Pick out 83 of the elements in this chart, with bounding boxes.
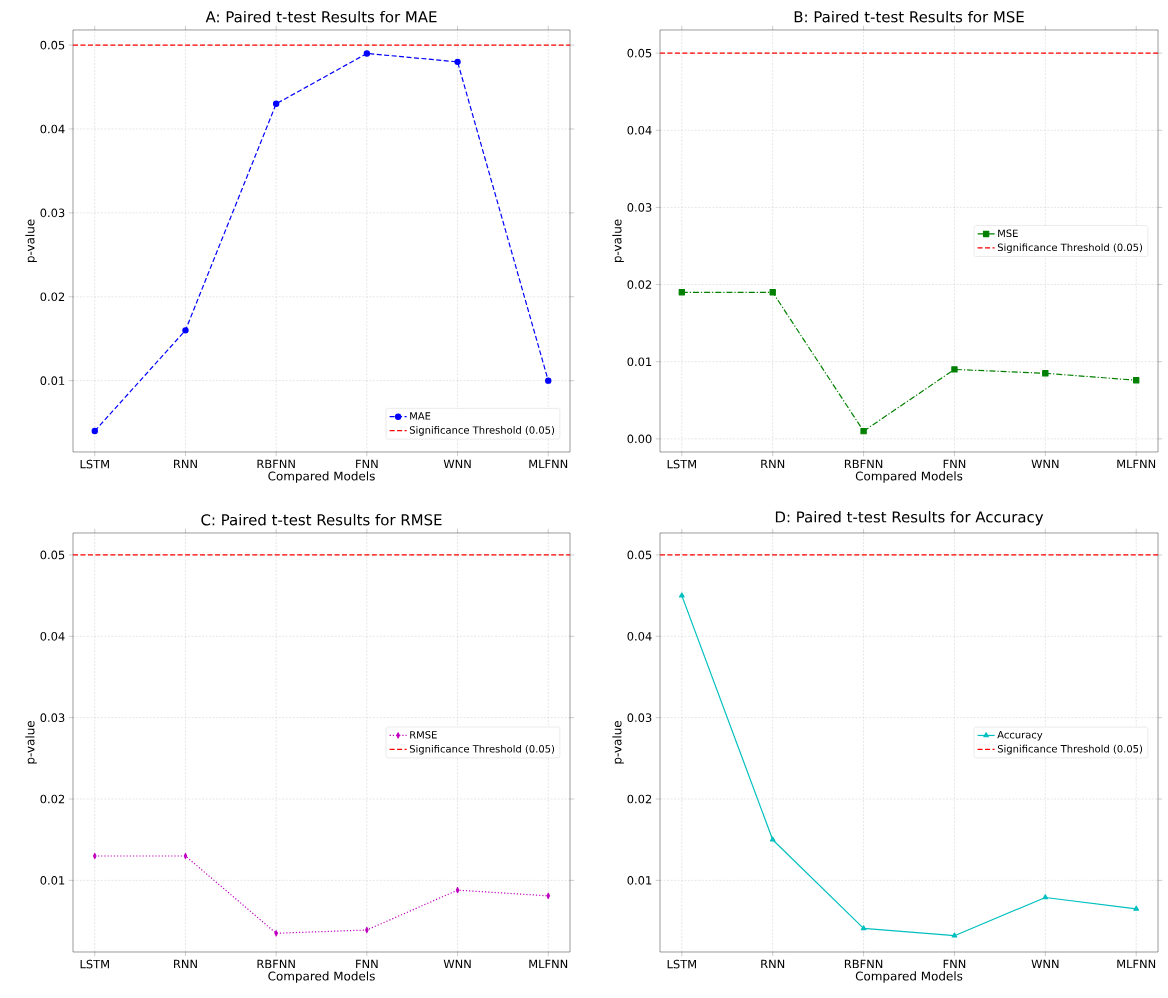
point — [678, 592, 685, 598]
x-tick-label: FNN — [943, 959, 966, 969]
legend-label: MSE — [998, 229, 1018, 238]
x-tick-label: RBFNN — [257, 459, 295, 469]
point — [1133, 905, 1140, 911]
point — [363, 50, 371, 57]
y-tick-label: 0.03 — [40, 713, 65, 722]
x-tick-label: LSTM — [667, 459, 696, 469]
x-tick-label: RBFNN — [257, 959, 295, 969]
x-tick-label: LSTM — [667, 959, 696, 969]
point — [860, 427, 867, 435]
y-tick-label: 0.04 — [40, 631, 65, 641]
point — [678, 289, 686, 296]
y-tick-label: 0.04 — [627, 125, 652, 135]
y-tick-label: 0.03 — [627, 713, 652, 722]
chart-title: A: Paired t-test Results for MAE — [205, 10, 437, 23]
point — [951, 932, 958, 938]
x-tick-label: MLFNN — [1117, 959, 1156, 969]
x-tick-label: RNN — [174, 459, 197, 469]
y-tick-label: 0.00 — [627, 434, 652, 444]
legend-label: Significance Threshold (0.05) — [997, 243, 1143, 254]
y-axis-title: p-value — [25, 720, 37, 764]
point — [1042, 894, 1049, 900]
chart-title: D: Paired t-test Results for Accuracy — [775, 511, 1044, 526]
point — [272, 100, 280, 107]
y-tick-label: 0.04 — [627, 631, 652, 641]
x-axis-title: Compared Models — [855, 471, 963, 483]
y-axis-title: p-value — [25, 219, 37, 263]
y-axis-title: p-value — [612, 720, 624, 764]
y-tick-label: 0.05 — [40, 550, 65, 560]
y-tick-label: 0.03 — [40, 208, 65, 218]
y-tick-label: 0.01 — [627, 357, 652, 367]
point — [1133, 377, 1140, 384]
y-tick-label: 0.01 — [40, 876, 65, 885]
legend-label: Significance Threshold (0.05) — [409, 426, 555, 436]
y-tick-label: 0.03 — [627, 203, 652, 212]
point — [769, 289, 776, 296]
x-axis-title: Compared Models — [855, 971, 963, 983]
x-tick-label: WNN — [443, 459, 471, 469]
point — [769, 836, 776, 842]
x-tick-label: RBFNN — [844, 459, 883, 469]
legend-label: RMSE — [410, 731, 437, 739]
legend-label: Significance Threshold (0.05) — [409, 744, 555, 755]
x-axis-title: Compared Models — [268, 471, 375, 483]
chart-title: C: Paired t-test Results for RMSE — [201, 513, 442, 526]
x-tick-label: WNN — [1031, 959, 1059, 969]
legend-label: Accuracy — [997, 731, 1043, 741]
point — [182, 327, 189, 334]
y-tick-label: 0.05 — [627, 48, 652, 58]
y-tick-label: 0.02 — [40, 292, 65, 302]
x-tick-label: FNN — [356, 959, 378, 969]
x-tick-label: RNN — [761, 459, 785, 469]
legend-label: MAE — [410, 412, 431, 420]
y-axis-title: p-value — [612, 219, 624, 263]
x-tick-label: WNN — [1031, 459, 1059, 469]
x-tick-label: FNN — [943, 459, 966, 469]
y-tick-label: 0.01 — [40, 376, 65, 385]
y-tick-label: 0.05 — [627, 550, 652, 560]
x-tick-label: MLFNN — [1117, 459, 1156, 469]
y-tick-label: 0.02 — [627, 280, 652, 289]
point — [860, 925, 867, 931]
x-tick-label: FNN — [356, 459, 378, 469]
y-tick-label: 0.04 — [40, 124, 65, 134]
point — [454, 58, 461, 66]
x-axis-title: Compared Models — [268, 971, 375, 983]
x-tick-label: WNN — [443, 959, 471, 969]
point — [951, 366, 958, 373]
legend-label: Significance Threshold (0.05) — [997, 744, 1143, 755]
x-tick-label: RBFNN — [844, 959, 883, 969]
x-tick-label: RNN — [761, 959, 785, 969]
point — [91, 427, 98, 435]
point — [545, 377, 552, 384]
x-tick-label: MLFNN — [529, 459, 568, 469]
x-tick-label: LSTM — [80, 959, 109, 969]
y-tick-label: 0.02 — [40, 794, 65, 804]
y-tick-label: 0.02 — [627, 794, 652, 804]
x-tick-label: RNN — [174, 959, 197, 969]
point — [1042, 370, 1049, 377]
x-tick-label: MLFNN — [529, 959, 568, 969]
x-tick-label: LSTM — [80, 459, 109, 469]
chart-title: B: Paired t-test Results for MSE — [794, 10, 1024, 23]
y-tick-label: 0.01 — [627, 876, 652, 885]
y-tick-label: 0.05 — [40, 40, 65, 50]
